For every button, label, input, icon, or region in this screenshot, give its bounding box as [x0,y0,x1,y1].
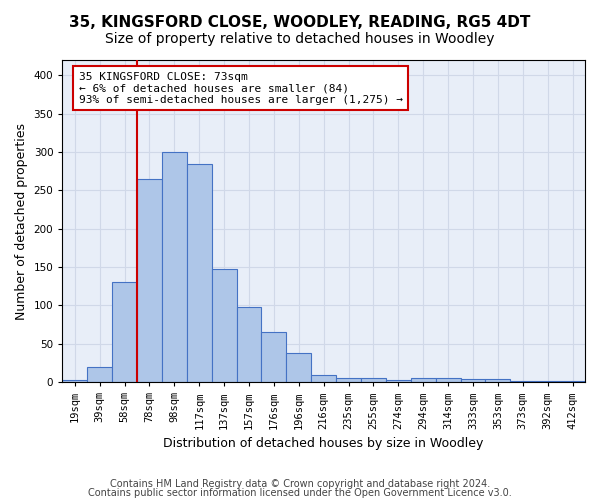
Bar [137,179,162,382]
Bar [62,380,87,382]
Bar [461,379,485,382]
Bar [236,307,262,382]
Text: 35 KINGSFORD CLOSE: 73sqm
← 6% of detached houses are smaller (84)
93% of semi-d: 35 KINGSFORD CLOSE: 73sqm ← 6% of detach… [79,72,403,104]
Text: Contains public sector information licensed under the Open Government Licence v3: Contains public sector information licen… [88,488,512,498]
Bar [87,367,112,382]
Bar [311,375,336,382]
Y-axis label: Number of detached properties: Number of detached properties [15,122,28,320]
Bar [212,268,236,382]
Bar [112,282,137,382]
Bar [187,164,212,382]
Bar [535,380,560,382]
Bar [262,332,286,382]
Bar [162,152,187,382]
Bar [411,378,436,382]
X-axis label: Distribution of detached houses by size in Woodley: Distribution of detached houses by size … [163,437,484,450]
Bar [386,380,411,382]
Bar [436,378,461,382]
Bar [336,378,361,382]
Bar [485,379,511,382]
Bar [286,353,311,382]
Text: 35, KINGSFORD CLOSE, WOODLEY, READING, RG5 4DT: 35, KINGSFORD CLOSE, WOODLEY, READING, R… [70,15,530,30]
Text: Contains HM Land Registry data © Crown copyright and database right 2024.: Contains HM Land Registry data © Crown c… [110,479,490,489]
Bar [511,380,535,382]
Text: Size of property relative to detached houses in Woodley: Size of property relative to detached ho… [105,32,495,46]
Bar [361,378,386,382]
